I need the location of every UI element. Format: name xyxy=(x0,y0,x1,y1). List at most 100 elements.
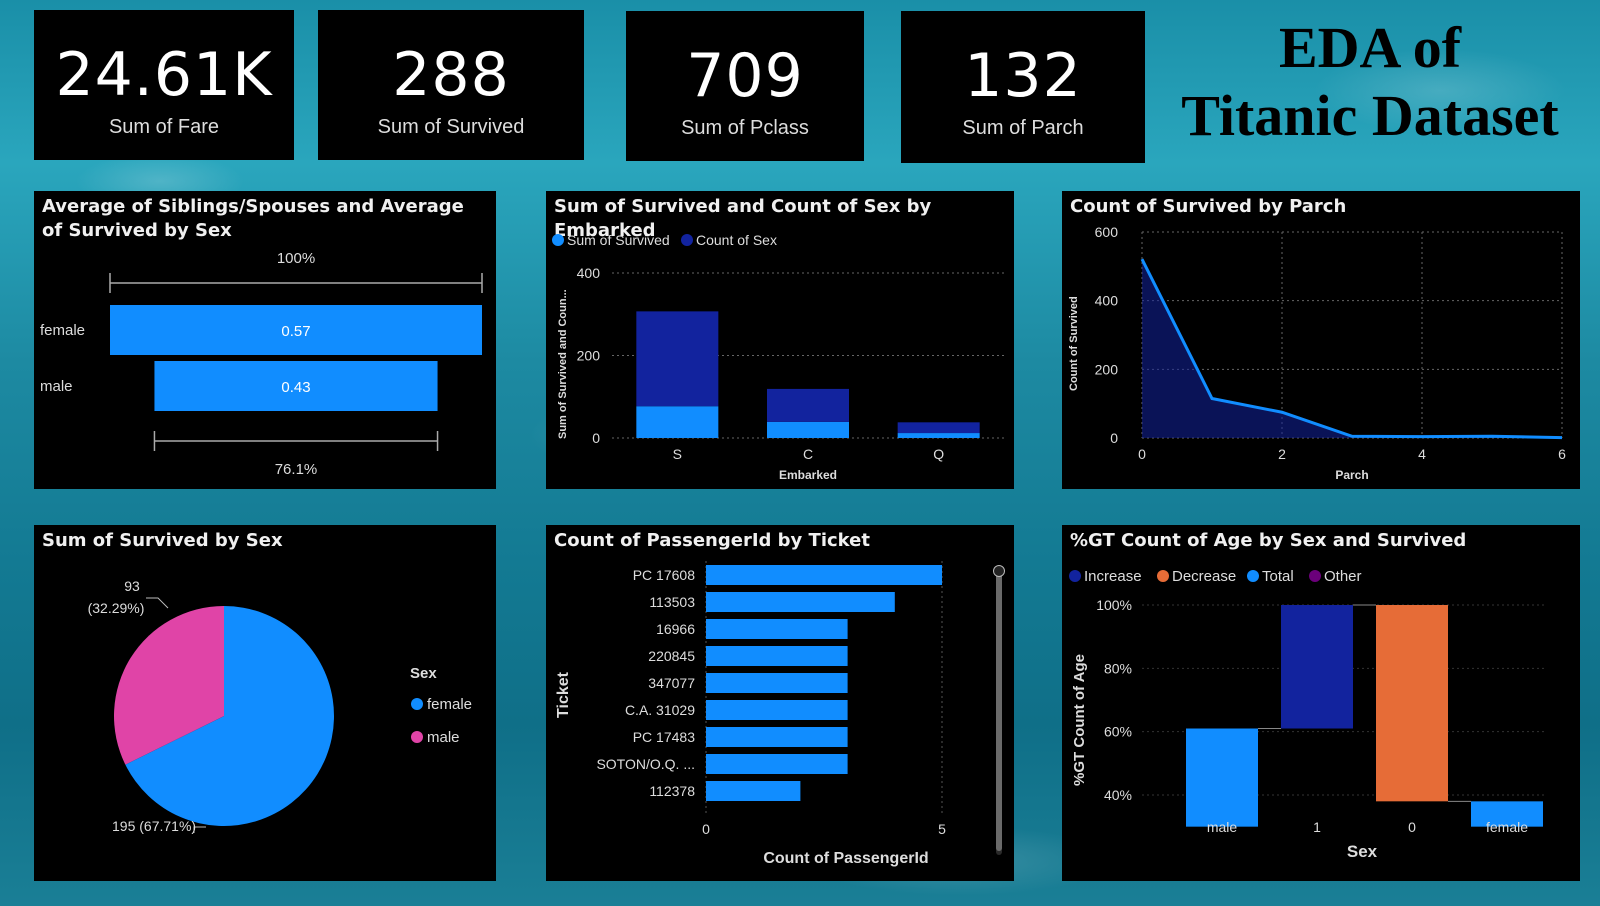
bar-survived-S xyxy=(636,406,719,438)
ticket-panel[interactable]: Count of PassengerId by Ticket PC 17608 1… xyxy=(546,525,1014,881)
bar-ticket xyxy=(706,754,848,774)
dashboard-title-line-1: EDA of xyxy=(1278,15,1462,80)
waterfall-bar-male xyxy=(1186,728,1258,827)
x-tick-label: female xyxy=(1486,819,1528,835)
parch-panel[interactable]: Count of Survived by Parch 0 200 400 600 0 2 4… xyxy=(1062,191,1580,489)
y-tick-label: 200 xyxy=(1095,361,1119,377)
kpi-card-pclass[interactable]: 709 Sum of Pclass xyxy=(626,11,864,161)
y-tick-label: 113503 xyxy=(649,594,695,610)
y-tick-label: 400 xyxy=(1095,293,1119,309)
x-axis-label: Embarked xyxy=(779,468,837,482)
y-tick-label: 600 xyxy=(1095,224,1119,240)
kpi-value: 288 xyxy=(392,40,510,110)
funnel-value-label: 0.43 xyxy=(281,379,310,396)
legend-label: Total xyxy=(1262,568,1294,585)
kpi-card-fare[interactable]: 24.61K Sum of Fare xyxy=(34,10,294,160)
waterfall-chart: Increase Decrease Total Other 40% 60% 80% 100%%… xyxy=(1069,568,1547,861)
leader-line xyxy=(146,597,169,609)
funnel-bar-male xyxy=(154,361,438,411)
legend-title: Sex xyxy=(410,665,437,682)
embarked-panel[interactable]: Sum of Survived and Count of Sex by Emba… xyxy=(546,191,1014,489)
kpi-card-parch[interactable]: 132 Sum of Parch xyxy=(901,11,1145,163)
waterfall-bar-0 xyxy=(1376,605,1448,802)
bar-ticket xyxy=(706,619,848,639)
pie-chart: 195 (67.71%) 93 (32.29%) Sex female male xyxy=(88,578,472,834)
dashboard-title-line-2: Titanic Dataset xyxy=(1181,83,1559,148)
x-tick-label: 5 xyxy=(938,821,946,837)
y-tick-label: 220845 xyxy=(648,648,695,664)
y-tick-label: 400 xyxy=(577,265,601,281)
x-tick-label: S xyxy=(673,446,682,462)
panel-title: Count of PassengerId by Ticket xyxy=(554,530,870,551)
kpi-label: Sum of Fare xyxy=(108,116,220,138)
x-tick-label: 2 xyxy=(1278,446,1286,462)
kpi-label: Sum of Survived xyxy=(377,116,525,138)
bar-ticket xyxy=(706,673,848,693)
x-tick-label: C xyxy=(803,446,813,462)
y-tick-label: 40% xyxy=(1104,787,1132,803)
panel-title: Sum of Survived by Sex xyxy=(42,530,283,551)
bar-survived-C xyxy=(767,421,849,438)
bar-sex-count-S xyxy=(636,311,719,407)
kpi-label: Sum of Parch xyxy=(962,117,1084,139)
kpi-label: Sum of Pclass xyxy=(681,117,809,139)
legend-marker xyxy=(411,731,423,743)
kpi-value: 709 xyxy=(686,41,804,111)
x-axis-label: Sex xyxy=(1347,842,1378,861)
bar-sex-count-Q xyxy=(897,422,980,434)
area-fill xyxy=(1142,259,1562,438)
area-line xyxy=(1140,258,1563,440)
legend-label: Sum of Survived xyxy=(567,232,670,248)
x-tick-label: 4 xyxy=(1418,446,1426,462)
x-tick-label: 0 xyxy=(1408,819,1416,835)
y-tick-label: 16966 xyxy=(656,621,695,637)
bar-ticket xyxy=(706,592,895,612)
bar-ticket xyxy=(706,700,848,720)
panel-title: Average of Siblings/Spouses and Average … xyxy=(42,196,464,241)
y-tick-label: PC 17608 xyxy=(633,567,695,583)
embarked-chart: Sum of Survived Count of Sex 0 200 400 Sum of… xyxy=(552,232,1004,482)
leader-line xyxy=(193,826,206,833)
legend-marker xyxy=(1309,570,1321,582)
funnel-bar-female xyxy=(110,305,482,355)
y-axis-label: %GT Count of Age xyxy=(1071,654,1088,786)
y-tick-label: 100% xyxy=(1096,597,1132,613)
panel-title: %GT Count of Age by Sex and Survived xyxy=(1070,530,1467,551)
legend-label: Increase xyxy=(1084,568,1142,585)
y-tick-label: 200 xyxy=(577,348,601,364)
y-tick-label: SOTON/O.Q. ... xyxy=(596,756,695,772)
panel-title: Sum of Survived and Count of Sex by Emba… xyxy=(554,196,932,241)
panel-title: Count of Survived by Parch xyxy=(1070,196,1347,217)
legend-label: female xyxy=(427,696,472,713)
funnel-value-label: 0.57 xyxy=(281,323,310,340)
y-axis-label: Ticket xyxy=(555,671,572,718)
y-tick-label: 60% xyxy=(1104,724,1132,740)
scrollbar-handle[interactable] xyxy=(993,565,1005,577)
legend-label: male xyxy=(427,729,460,746)
pie-panel[interactable]: Sum of Survived by Sex 195 (67.71%) 93 (32… xyxy=(34,525,496,881)
bar-ticket xyxy=(706,781,801,801)
y-tick-label: C.A. 31029 xyxy=(625,702,695,718)
kpi-card-survived[interactable]: 288 Sum of Survived xyxy=(318,10,584,160)
y-axis-label: Count of Survived xyxy=(1068,296,1080,391)
y-tick-label: 80% xyxy=(1104,660,1132,676)
funnel-bottom-annotation: 76.1% xyxy=(275,461,318,478)
pie-slice-female xyxy=(125,606,335,826)
waterfall-panel[interactable]: %GT Count of Age by Sex and Survived Inc… xyxy=(1062,525,1580,881)
legend-label: Count of Sex xyxy=(696,232,777,248)
x-tick-label: Q xyxy=(933,446,944,462)
waterfall-bar-female xyxy=(1471,801,1543,827)
scrollbar-thumb[interactable] xyxy=(996,573,1002,851)
y-tick-label: PC 17483 xyxy=(633,729,695,745)
kpi-value: 132 xyxy=(964,41,1082,111)
legend-label: Other xyxy=(1324,568,1362,585)
funnel-top-annotation: 100% xyxy=(277,250,315,267)
bar-ticket xyxy=(706,646,848,666)
x-tick-label: male xyxy=(1207,819,1238,835)
bar-sex-count-C xyxy=(767,388,849,422)
x-tick-label: 6 xyxy=(1558,446,1566,462)
funnel-panel[interactable]: Average of Siblings/Spouses and Average … xyxy=(34,191,496,489)
x-axis-label: Parch xyxy=(1335,468,1368,482)
x-axis-label: Count of PassengerId xyxy=(763,850,928,867)
bar-ticket xyxy=(706,565,942,585)
